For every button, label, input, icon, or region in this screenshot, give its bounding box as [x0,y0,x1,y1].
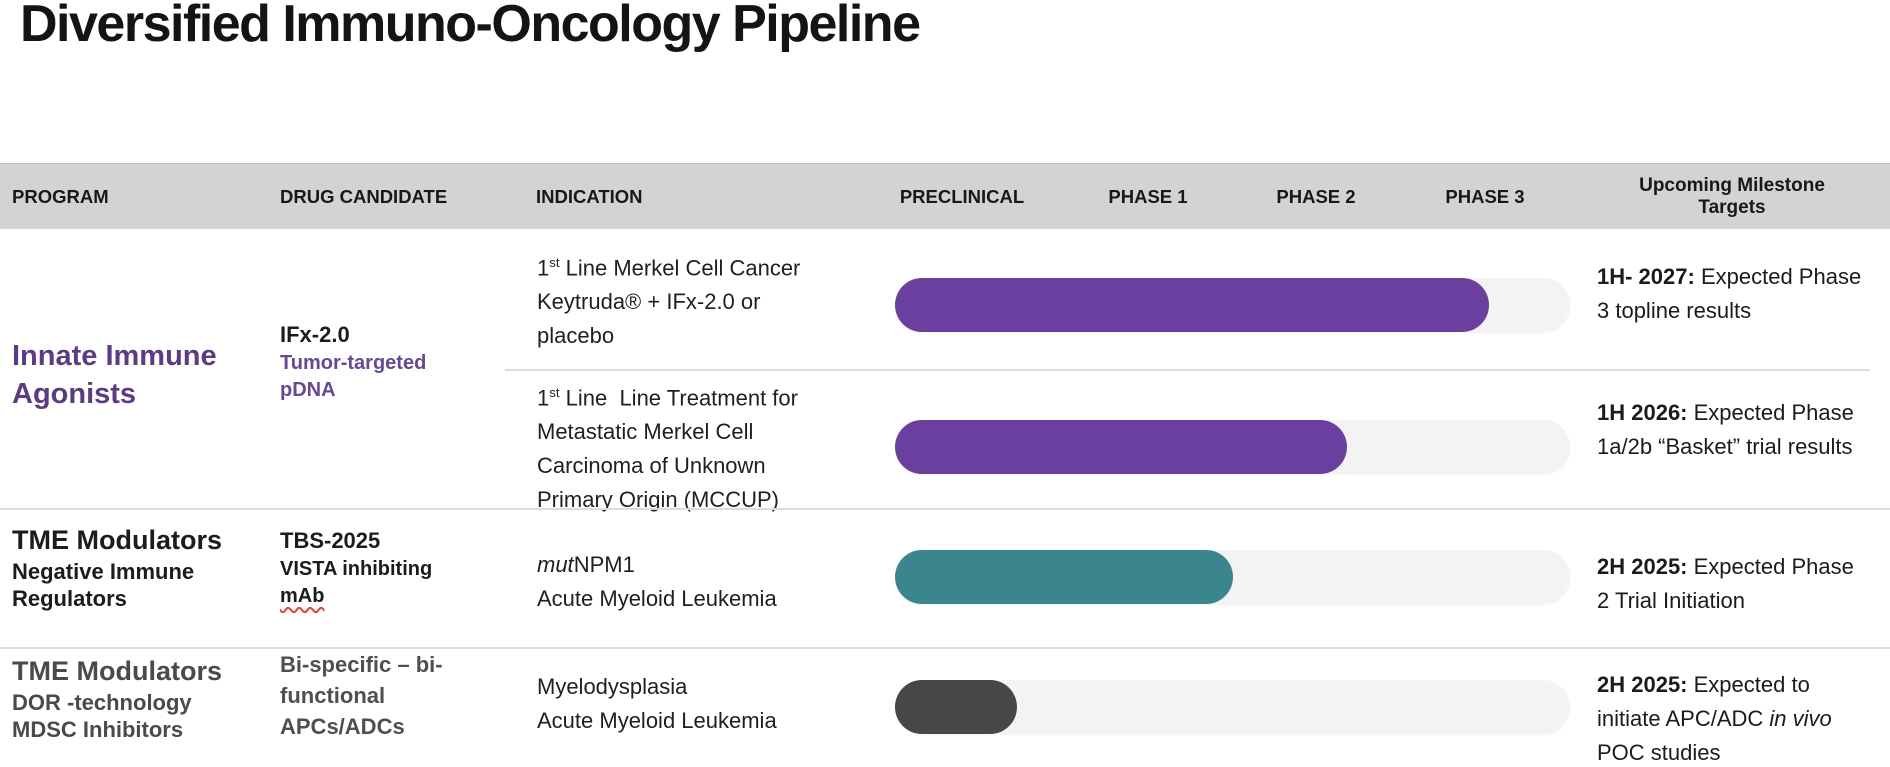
milestone-1h-2026: 1H 2026: Expected Phase 1a/2b “Basket” t… [1597,400,1854,459]
indication-mutnpm1-aml: mutNPM1 Acute Myeloid Leukemia [537,548,777,616]
drug-line: APCs/ADCs [280,713,405,739]
table-header: PROGRAM DRUG CANDIDATE INDICATION PRECLI… [0,163,1890,229]
pipeline-bar-track-merkel [895,278,1570,332]
indication-merkel-cell-cancer: 1st Line Merkel Cell Cancer Keytruda® + … [537,246,800,353]
indication-line: Acute Myeloid Leukemia [537,586,777,611]
drug-name: IFx-2.0 [280,322,350,347]
drug-subtitle-line: Tumor-targeted [280,351,427,374]
drug-tbs-2025: TBS-2025 VISTA inhibiting mAb [280,526,432,610]
pipeline-bar-fill-merkel [895,278,1489,332]
program-line: Regulators [12,586,127,612]
superscript: st [549,385,560,400]
indication-line: 1st Line Line Treatment for [537,385,798,411]
italic-gene-prefix: mut [537,552,574,577]
program-tme-modulators-dor-mdsc-inhibitors: TME Modulators DOR -technology MDSC Inhi… [12,655,222,744]
indication-line: Metastatic Merkel Cell [537,419,754,445]
superscript: st [549,255,560,270]
program-line: DOR -technology [12,689,192,715]
column-header-phase-3: PHASE 3 [1445,185,1525,207]
indication-line: Myelodysplasia [537,674,688,699]
row-divider [0,508,1890,510]
drug-subtitle-line: pDNA [280,378,336,401]
pipeline-bar-fill-myelodysplasia [895,680,1017,734]
pipeline-bar-track-myelodysplasia [895,680,1570,734]
drug-line: Bi-specific – bi- [280,652,443,677]
program-line: MDSC Inhibitors [12,717,184,743]
program-line: Innate Immune [12,340,217,372]
program-line: Agonists [12,377,137,410]
milestone-1h-2027: 1H- 2027: Expected Phase 3 topline resul… [1597,264,1862,323]
drug-subtitle-line: mAb [280,583,432,610]
page-title: Diversified Immuno-Oncology Pipeline [20,0,921,53]
drug-line: functional [280,682,386,708]
drug-name: TBS-2025 [280,528,381,553]
milestone-2h-2025-poc: 2H 2025: Expected to initiate APC/ADC in… [1597,672,1832,765]
program-innate-immune-agonists: Innate Immune Agonists [12,338,217,413]
row-divider [505,369,1870,371]
indication-line: mutNPM1 [537,552,635,577]
drug-ifx-2-0: IFx-2.0 Tumor-targeted pDNA [280,320,426,404]
program-title: TME Modulators [12,525,222,555]
column-header-preclinical: PRECLINICAL [899,185,1025,207]
indication-line: Keytruda® + IFx-2.0 or [537,289,761,315]
milestone-2h-2025-phase2: 2H 2025: Expected Phase 2 Trial Initiati… [1597,554,1854,613]
spellcheck-underlined-word: mAb [280,584,325,607]
program-title: TME Modulators [12,656,222,686]
column-header-upcoming-milestone-targets: Upcoming Milestone Targets [1639,174,1825,218]
indication-line: Primary Origin (MCCUP) [537,487,779,513]
column-header-phase-2: PHASE 2 [1276,185,1356,207]
program-line: Negative Immune [12,558,195,584]
indication-line: placebo [537,323,615,349]
pipeline-bar-track-mutnpm1 [895,550,1570,604]
indication-line: Carcinoma of Unknown [537,453,766,479]
indication-line: Acute Myeloid Leukemia [537,708,777,733]
column-header-phase-1: PHASE 1 [1108,185,1188,207]
indication-mccup: 1st Line Line Treatment for Metastatic M… [537,376,798,517]
indication-line: 1st Line Merkel Cell Cancer [537,255,801,281]
indication-myelodysplasia-aml: Myelodysplasia Acute Myeloid Leukemia [537,670,777,738]
pipeline-bar-fill-mccup [895,420,1348,474]
program-tme-modulators-negative-immune-regulators: TME Modulators Negative Immune Regulator… [12,524,222,613]
column-header-indication: INDICATION [536,185,643,207]
column-header-drug-candidate: DRUG CANDIDATE [280,185,448,207]
drug-subtitle-line: VISTA inhibiting [280,557,433,580]
pipeline-bar-fill-mutnpm1 [895,550,1233,604]
pipeline-bar-track-mccup [895,420,1570,474]
drug-bispecific-apcs-adcs: Bi-specific – bi- functional APCs/ADCs [280,650,443,742]
row-divider [0,647,1890,649]
column-header-program: PROGRAM [12,185,109,207]
